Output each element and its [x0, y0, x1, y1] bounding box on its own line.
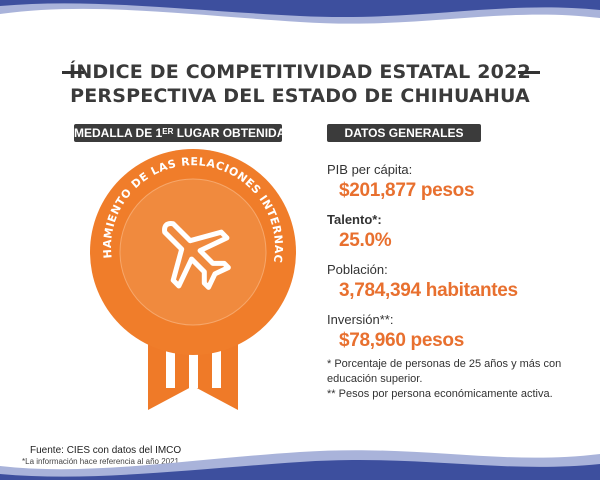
stat-label-talento: Talento*: [327, 212, 382, 227]
medal-label-prefix: MEDALLA DE 1 [74, 126, 163, 140]
general-section-label: DATOS GENERALES [327, 124, 481, 142]
stat-value-inversion: $78,960 pesos [339, 330, 464, 351]
medal-section-label: MEDALLA DE 1ER LUGAR OBTENIDA [74, 124, 286, 142]
stat-value-poblacion: 3,784,394 habitantes [339, 280, 518, 301]
medal-badge: APROVECHAMIENTO DE LAS RELACIONES INTERN… [82, 148, 296, 410]
medal-label-suffix: LUGAR OBTENIDA [173, 126, 286, 140]
medal-label-sup: ER [162, 127, 174, 136]
general-data-list: PIB per cápita: $201,877 pesos Talento*:… [327, 162, 587, 362]
stat-value-talento: 25.0% [339, 230, 392, 251]
airplane-icon [162, 221, 231, 290]
title-rule-right [518, 71, 540, 74]
bottom-wave-decoration [0, 450, 600, 480]
title-line-1: ÍNDICE DE COMPETITIVIDAD ESTATAL 2022 [69, 61, 531, 83]
stat-value-pib: $201,877 pesos [339, 180, 475, 201]
source-block: Fuente: CIES con datos del IMCO *La info… [22, 445, 181, 466]
page-title: ÍNDICE DE COMPETITIVIDAD ESTATAL 2022 PE… [0, 60, 600, 108]
stat-label-poblacion: Población: [327, 262, 388, 277]
stat-label-inversion: Inversión**: [327, 312, 394, 327]
footnotes: * Porcentaje de personas de 25 años y má… [327, 357, 587, 402]
medal-inner-circle [120, 179, 266, 325]
stat-label-pib: PIB per cápita: [327, 162, 413, 177]
source-text: Fuente: CIES con datos del IMCO [30, 445, 182, 456]
title-rule-left [62, 71, 84, 74]
title-line-2: PERSPECTIVA DEL ESTADO DE CHIHUAHUA [70, 85, 530, 107]
top-wave-decoration [0, 0, 600, 24]
source-note: *La información hace referencia al año 2… [22, 457, 182, 466]
footnote-inversion: ** Pesos por persona económicamente acti… [327, 388, 553, 400]
footnote-talento: * Porcentaje de personas de 25 años y má… [327, 358, 562, 385]
